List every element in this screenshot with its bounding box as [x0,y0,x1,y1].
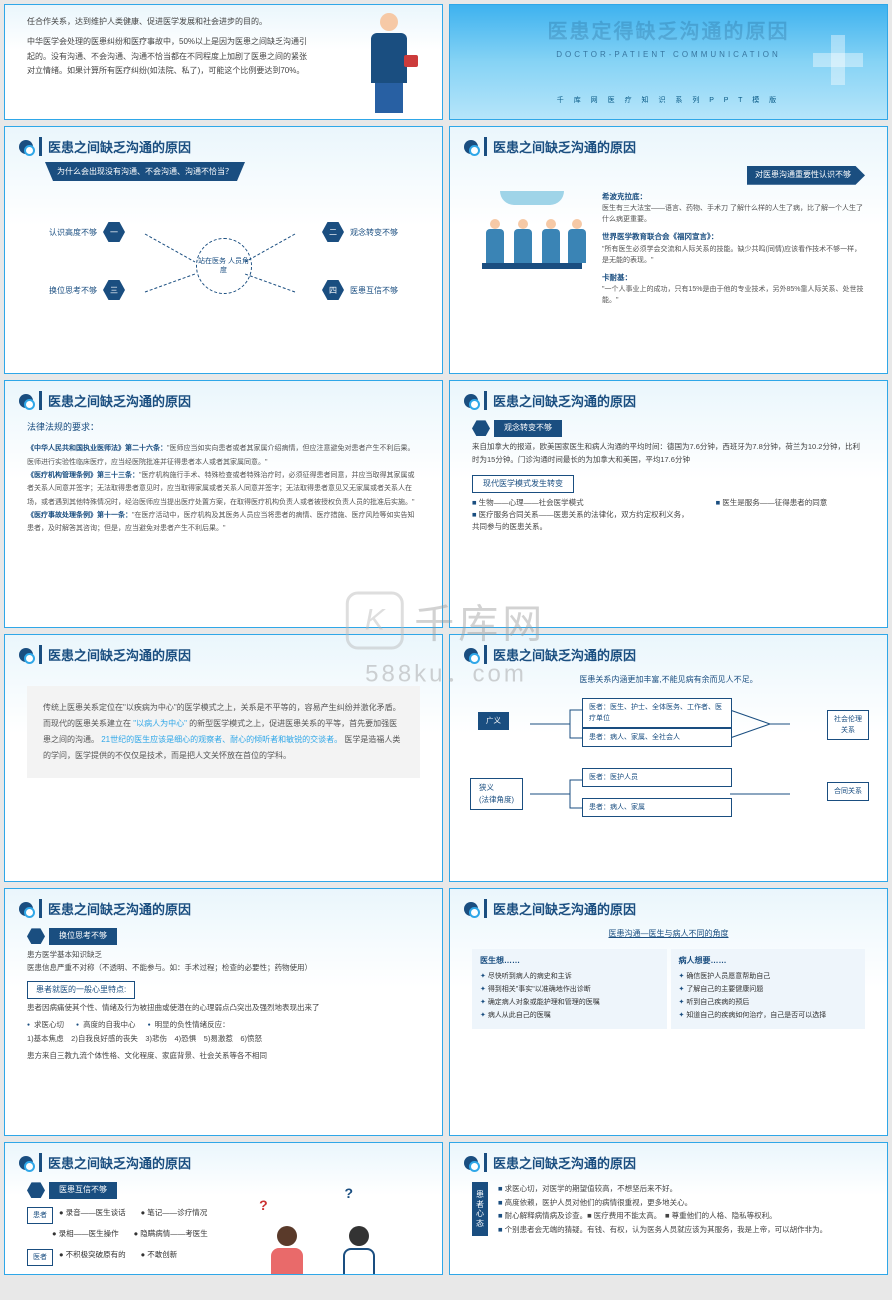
patient-list: 求医心切，对医学的期望值较高，不想坚后来不好。 高度依赖，医护人员对他们的病情很… [498,1182,827,1236]
person-search-icon [19,1156,33,1170]
slide-title-text: 医患之间缺乏沟通的原因 [484,899,636,918]
slide-title-text: 医患之间缺乏沟通的原因 [39,391,191,410]
patient-doctor-illustration: ?? [263,1182,383,1275]
paragraph-box: 传统上医患关系定位在"以疾病为中心"的医学模式之上，关系是不平等的，容易产生纠纷… [27,686,420,778]
compare-doctor: 医生想…… 尽快听到病人的病史和主诉得到相关"事实"以准确地作出诊断确定病人对象… [472,949,667,1030]
law-caption: 法律法规的要求： [27,420,420,434]
intro-p2: 中华医学会处理的医患纠纷和医疗事故中，50%以上是因为医患之间缺乏沟通引起的。没… [27,35,310,78]
person-search-icon [19,648,33,662]
medical-cross-icon [813,35,863,85]
slide-title-text: 医患之间缺乏沟通的原因 [39,899,191,918]
slide-flow: 医患之间缺乏沟通的原因 为什么会出现没有沟通、不会沟通、沟通不恰当？ 站在医务 … [4,126,443,374]
title-footer: 千 库 网 医 疗 知 识 系 列 P P T 模 版 [557,95,780,105]
intro-p1: 任合作关系，达到维护人类健康、促进医学发展和社会进步的目的。 [27,15,310,29]
trust-tag: 医患互信不够 [27,1182,117,1199]
title-main: 医患定得缺乏沟通的原因 [548,15,790,44]
person-search-icon [464,902,478,916]
slide-compare: 医患之间缺乏沟通的原因 医患沟通—医生与病人不同的角度 医生想…… 尽快听到病人… [449,888,888,1136]
slide-relation: 医患之间缺乏沟通的原因 医患关系内涵更加丰富,不能见病有余而见人不足。 广义 狭… [449,634,888,882]
slide-paragraph: 医患之间缺乏沟通的原因 传统上医患关系定位在"以疾病为中心"的医学模式之上，关系… [4,634,443,882]
slide-title-text: 医患之间缺乏沟通的原因 [484,1153,636,1172]
slide-intro: 任合作关系，达到维护人类健康、促进医学发展和社会进步的目的。 中华医学会处理的医… [4,4,443,120]
surgery-illustration [472,191,592,281]
person-search-icon [19,394,33,408]
flow-connector-lines [5,162,442,342]
concept-paragraph: 来自加拿大的报道，欧美国家医生和病人沟通的平均时间：德国为7.6分钟，西班牙为7… [472,441,865,467]
compare-title: 医患沟通—医生与病人不同的角度 [472,928,865,941]
slide-title-text: 医患之间缺乏沟通的原因 [484,391,636,410]
relation-caption: 医患关系内涵更加丰富,不能见病有余而见人不足。 [472,674,865,687]
slide-title-text: 医患之间缺乏沟通的原因 [484,137,636,156]
slide-thinking: 医患之间缺乏沟通的原因 换位思考不够 患方医学基本知识缺乏 医患信息严重不对称（… [4,888,443,1136]
slide-title-text: 医患之间缺乏沟通的原因 [39,137,191,156]
person-search-icon [19,140,33,154]
person-search-icon [464,140,478,154]
slide-title-text: 医患之间缺乏沟通的原因 [484,645,636,664]
concept-box: 现代医学模式发生转变 [472,475,574,494]
slide-title-text: 医患之间缺乏沟通的原因 [39,645,191,664]
think-dots: 求医心切高度的自我中心明显的负性情绪反应： [27,1019,420,1031]
person-search-icon [19,902,33,916]
relation-xia: 狭义 (法律角度) [470,778,523,810]
relation-guang: 广义 [478,712,509,730]
slide-trust: 医患之间缺乏沟通的原因 医患互信不够 患者● 录音——医生谈话 ● 笔记——诊疗… [4,1142,443,1275]
slide-title-text: 医患之间缺乏沟通的原因 [39,1153,191,1172]
compare-patient: 病人想要…… 确信医护人员愿意帮助自己了解自己的主要健康问题听到自己疾病的预后知… [671,949,866,1030]
think-tag: 换位思考不够 [27,928,117,945]
importance-text: 希波克拉底：医生有三大法宝——语言、药物、手术刀 了解什么样的人生了病，比了解一… [602,191,865,307]
person-search-icon [464,648,478,662]
think-box: 患者就医的一般心里特点: [27,981,135,1000]
slide-patient-mindset: 医患之间缺乏沟通的原因 患者心态 求医心切，对医学的期望值较高，不想坚后来不好。… [449,1142,888,1275]
flow-node: 认识高度不够一 [49,222,125,242]
doctor-illustration [354,13,424,120]
slide-importance: 医患之间缺乏沟通的原因 对医患沟通重要性认识不够 希波克拉底：医生有三大法宝——… [449,126,888,374]
concept-bullets: 生物——心理——社会医学模式 医疗服务合同关系——医患关系的法律化，双方约定权利… [472,497,865,533]
concept-tag: 观念转变不够 [472,420,562,437]
person-search-icon [464,394,478,408]
slide-concept: 医患之间缺乏沟通的原因 观念转变不够 来自加拿大的报道，欧美国家医生和病人沟通的… [449,380,888,628]
law-body: 《中华人民共和国执业医师法》第二十六条："医师应当如实向患者或者其家属介绍病情，… [27,442,420,535]
importance-tag: 对医患沟通重要性认识不够 [747,166,865,185]
flow-node: 医患互信不够四 [322,280,398,300]
flow-node: 观念转变不够二 [322,222,398,242]
flow-node: 换位思考不够三 [49,280,125,300]
patient-vertical-label: 患者心态 [472,1182,488,1236]
slide-title: 医患定得缺乏沟通的原因 DOCTOR-PATIENT COMMUNICATION… [449,4,888,120]
slide-law: 医患之间缺乏沟通的原因 法律法规的要求： 《中华人民共和国执业医师法》第二十六条… [4,380,443,628]
person-search-icon [464,1156,478,1170]
title-sub: DOCTOR-PATIENT COMMUNICATION [556,50,781,59]
